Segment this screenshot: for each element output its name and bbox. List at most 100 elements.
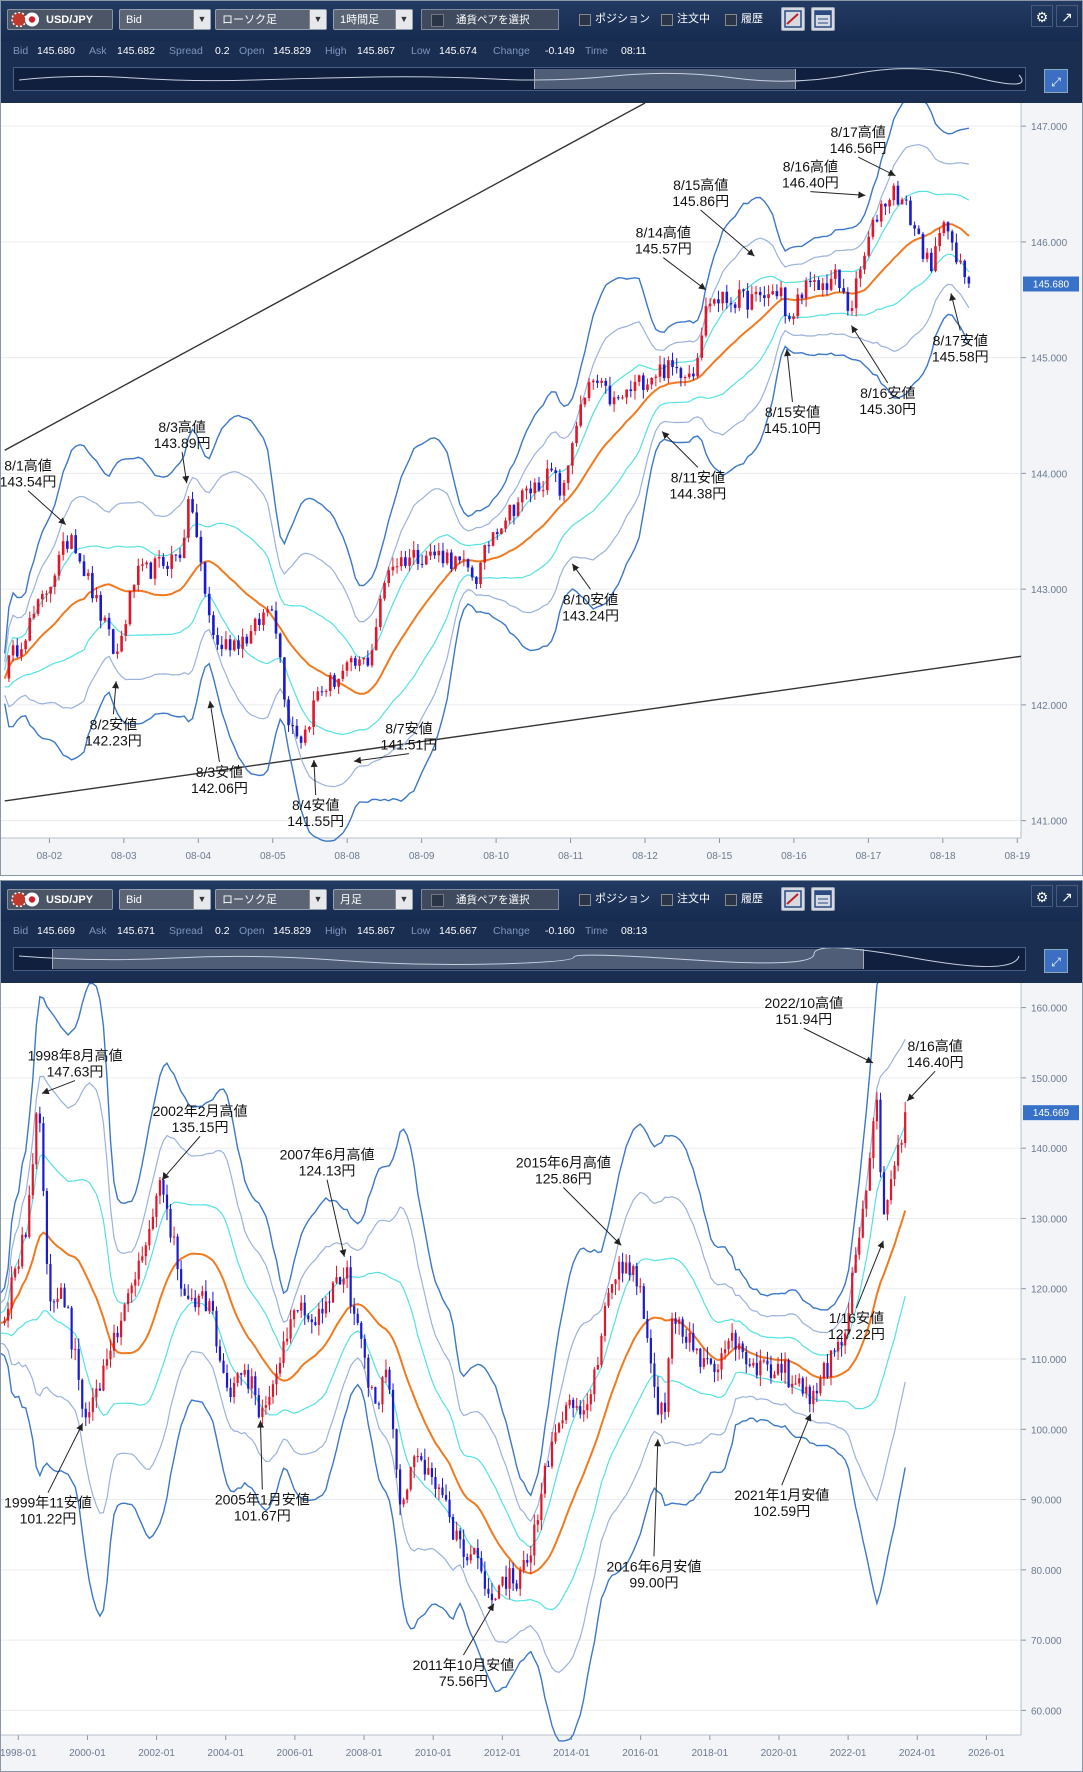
select-pair-button[interactable]: 通貨ペアを選択 [421, 9, 559, 30]
orders-toggle[interactable]: 注文中 [661, 9, 725, 30]
candle-body [649, 1338, 652, 1364]
candle-body [36, 599, 40, 614]
y-tick-label: 140.000 [1031, 1144, 1068, 1155]
candle-body [731, 1332, 734, 1341]
navigator-strip[interactable] [13, 67, 1026, 91]
candle-body [766, 1360, 769, 1365]
currency-pair-selector[interactable]: USD/JPY [7, 9, 113, 30]
popout-arrow-icon[interactable]: ↗ [1056, 885, 1078, 907]
annotation-label: 8/7安値 [385, 721, 432, 737]
annotation-label: 8/17高値 [831, 124, 886, 140]
open-value: 145.829 [273, 45, 311, 57]
candle-body [621, 397, 624, 399]
price-type-dropdown[interactable]: Bid ▼ [119, 9, 211, 30]
x-axis-area [1, 838, 1021, 875]
candle-body [7, 655, 11, 679]
change-label: Change [493, 45, 530, 57]
draw-tool-button[interactable] [781, 7, 805, 31]
candle-body [404, 557, 407, 566]
candle-body [721, 291, 724, 304]
candle-body [750, 294, 754, 310]
settings-gear-icon[interactable]: ⚙ [1031, 5, 1053, 27]
annotation-label: 8/16高値 [908, 1038, 963, 1054]
annotation-arrow [662, 257, 707, 291]
candle-body [702, 1358, 705, 1367]
candle-body [600, 1335, 603, 1365]
layout-button[interactable] [811, 887, 835, 911]
settings-gear-icon[interactable]: ⚙ [1031, 885, 1053, 907]
candle-body [466, 559, 470, 568]
candle-body [792, 316, 795, 320]
x-tick-label: 2010-01 [415, 1748, 452, 1759]
annotation-arrow [803, 1027, 874, 1064]
history-toggle[interactable]: 履歴 [725, 9, 781, 30]
chart-type-dropdown[interactable]: ローソク足 ▼ [215, 9, 327, 30]
annotation-arrowhead [257, 1420, 265, 1428]
candle-body [91, 573, 94, 599]
candle-body [617, 1261, 621, 1280]
select-pair-button[interactable]: 通貨ペアを選択 [421, 889, 559, 910]
candle-body [28, 1195, 31, 1237]
navigator-selection-handle[interactable] [534, 69, 796, 89]
candle-body [136, 565, 140, 585]
candle-body [112, 1332, 116, 1351]
candle-body [314, 1322, 317, 1326]
x-tick-label: 08-16 [781, 851, 807, 862]
candle-body [310, 1319, 313, 1323]
annotation-value: 99.00円 [629, 1574, 678, 1590]
candle-body [111, 629, 115, 654]
annotation-arrow [259, 1420, 263, 1490]
timeframe-dropdown[interactable]: 月足 ▼ [333, 889, 413, 910]
candle-body [909, 200, 912, 226]
candle-body [755, 1362, 758, 1376]
price-chart-monthly[interactable]: 60.000 70.000 80.000 90.000 100.000 110.000 12… [1, 983, 1083, 1771]
candle-body [14, 1268, 17, 1278]
candle-body [562, 482, 566, 496]
candle-body [500, 528, 503, 535]
toolbar: USD/JPY Bid ▼ ローソク足 ▼ 1時間足 ▼ 通貨ペアを選択 ポジシ… [1, 1, 1082, 41]
timeframe-dropdown[interactable]: 1時間足 ▼ [333, 9, 413, 30]
draw-tool-button[interactable] [781, 887, 805, 911]
annotation-arrow [161, 1135, 201, 1181]
position-toggle[interactable]: ポジション [579, 9, 659, 30]
candle-body [10, 1277, 13, 1309]
candle-body [360, 1322, 363, 1339]
high-label: High [325, 45, 347, 57]
chart-type-dropdown[interactable]: ローソク足 ▼ [215, 889, 327, 910]
candle-body [633, 381, 637, 392]
candle-body [316, 691, 320, 701]
price-chart-hourly[interactable]: 141.000 142.000 143.000 144.000 145.000 146.0… [1, 103, 1083, 875]
price-type-dropdown[interactable]: Bid ▼ [119, 889, 211, 910]
candle-body [674, 1318, 677, 1324]
candle-body [706, 1358, 709, 1360]
position-toggle[interactable]: ポジション [579, 889, 659, 910]
x-tick-label: 08-11 [558, 851, 583, 862]
candle-body [128, 591, 132, 625]
navigator-expand-button[interactable]: ⤢ [1044, 69, 1068, 93]
navigator-selection-handle[interactable] [52, 949, 864, 969]
candle-body [771, 291, 775, 295]
candle-body [882, 1172, 886, 1215]
candle-body [282, 1341, 285, 1364]
orders-toggle[interactable]: 注文中 [661, 889, 725, 910]
history-label: 履歴 [741, 13, 763, 25]
currency-pair-selector[interactable]: USD/JPY [7, 889, 113, 910]
candle-body [466, 1557, 469, 1561]
annotation-value: 101.22円 [20, 1511, 77, 1527]
history-toggle[interactable]: 履歴 [725, 889, 781, 910]
candle-body [362, 657, 365, 660]
candle-body [660, 1402, 663, 1415]
navigator-expand-button[interactable]: ⤢ [1044, 949, 1068, 973]
navigator-strip[interactable] [13, 947, 1026, 971]
layout-button[interactable] [811, 7, 835, 31]
candle-body [608, 385, 612, 405]
chart-type-value: ローソク足 [222, 894, 277, 906]
popout-arrow-icon[interactable]: ↗ [1056, 5, 1078, 27]
candle-body [783, 287, 787, 317]
candle-body [727, 1340, 730, 1350]
candle-body [642, 1286, 645, 1319]
